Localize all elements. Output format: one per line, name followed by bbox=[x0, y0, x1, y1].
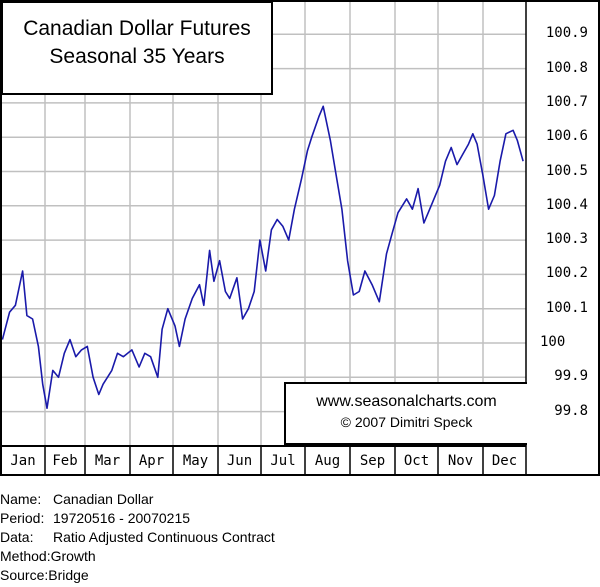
y-tick-label: 100.1 bbox=[545, 299, 588, 316]
month-label-jul: Jul bbox=[270, 453, 296, 469]
y-tick-label: 100.5 bbox=[545, 162, 588, 179]
y-tick-label: 100.6 bbox=[545, 128, 588, 145]
y-tick-label: 100.4 bbox=[545, 196, 588, 213]
meta-method-value: Growth bbox=[50, 548, 96, 564]
meta-name-value: Canadian Dollar bbox=[53, 491, 154, 507]
meta-period-label: Period: bbox=[0, 510, 45, 526]
y-tick-label: 100.8 bbox=[545, 59, 588, 76]
meta-name-row: Name: Canadian Dollar bbox=[0, 491, 153, 507]
meta-data-label: Data: bbox=[0, 529, 34, 545]
seasonal-line-chart bbox=[0, 0, 600, 476]
y-tick-label: 100.9 bbox=[545, 25, 588, 42]
chart-frame: Canadian Dollar Futures Seasonal 35 Year… bbox=[0, 0, 600, 476]
month-label-aug: Aug bbox=[314, 453, 341, 469]
month-label-mar: Mar bbox=[94, 453, 121, 469]
month-label-apr: Apr bbox=[138, 453, 165, 469]
meta-source-row: Source:Bridge bbox=[0, 567, 89, 583]
month-label-feb: Feb bbox=[52, 453, 78, 469]
y-tick-label: 99.9 bbox=[554, 368, 588, 385]
month-label-jun: Jun bbox=[226, 453, 253, 469]
watermark-url: www.seasonalcharts.com bbox=[316, 393, 497, 410]
chart-subtitle: Seasonal 35 Years bbox=[49, 45, 225, 68]
meta-method-row: Method:Growth bbox=[0, 548, 96, 564]
meta-name-label: Name: bbox=[0, 491, 42, 507]
chart-title: Canadian Dollar Futures bbox=[23, 17, 251, 40]
meta-period-value: 19720516 - 20070215 bbox=[53, 510, 191, 526]
month-label-sep: Sep bbox=[359, 453, 386, 469]
y-tick-label: 100.7 bbox=[545, 93, 588, 110]
watermark-copyright: © 2007 Dimitri Speck bbox=[340, 414, 473, 430]
meta-method-label: Method: bbox=[0, 548, 51, 564]
y-tick-label: 100 bbox=[540, 334, 566, 350]
watermark-box: www.seasonalcharts.com © 2007 Dimitri Sp… bbox=[284, 382, 527, 445]
meta-data-value: Ratio Adjusted Continuous Contract bbox=[53, 529, 275, 545]
seasonal-line-series bbox=[1, 105, 524, 409]
chart-title-box: Canadian Dollar Futures Seasonal 35 Year… bbox=[1, 1, 273, 95]
meta-period-row: Period: 19720516 - 20070215 bbox=[0, 510, 190, 526]
month-label-jan: Jan bbox=[10, 453, 36, 469]
meta-source-value: Bridge bbox=[48, 567, 89, 583]
y-tick-label: 100.3 bbox=[545, 231, 588, 248]
y-tick-label: 100.2 bbox=[545, 265, 588, 282]
month-label-nov: Nov bbox=[447, 453, 474, 469]
meta-source-label: Source: bbox=[0, 567, 49, 583]
meta-data-row: Data: Ratio Adjusted Continuous Contract bbox=[0, 529, 275, 545]
grid-lines bbox=[1, 1, 526, 446]
y-tick-label: 99.8 bbox=[554, 402, 588, 419]
month-label-dec: Dec bbox=[491, 453, 518, 469]
month-label-oct: Oct bbox=[403, 453, 430, 469]
month-label-may: May bbox=[182, 453, 209, 469]
